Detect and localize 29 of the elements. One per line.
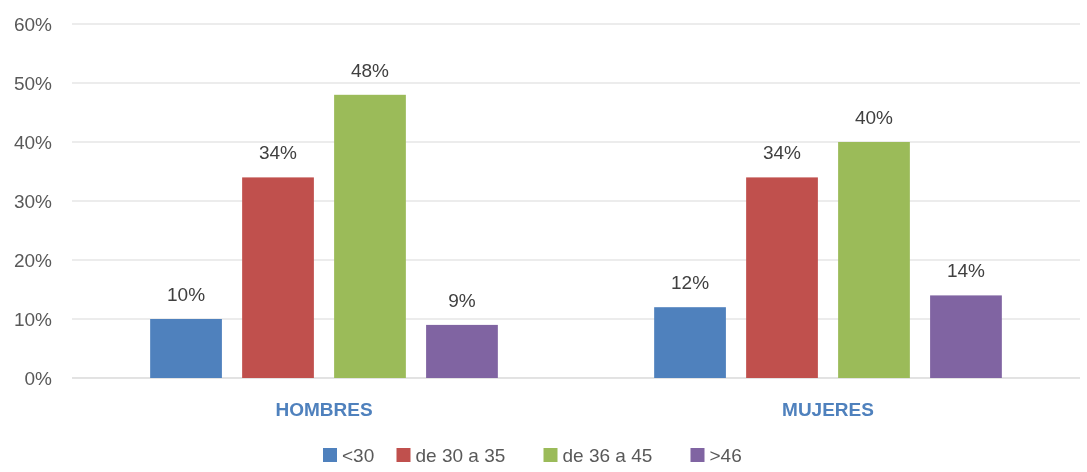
y-tick-label: 60% xyxy=(13,13,53,35)
data-label: 48% xyxy=(350,59,390,81)
y-tick-label: 50% xyxy=(13,72,53,94)
x-tick-label: HOMBRES xyxy=(275,399,373,420)
bar xyxy=(334,94,406,378)
data-label: 14% xyxy=(946,260,986,282)
y-tick-label: 0% xyxy=(24,367,53,389)
legend-label: de 30 a 35 xyxy=(415,445,506,466)
data-label: 40% xyxy=(854,107,894,128)
data-label: 34% xyxy=(762,142,802,164)
legend-label: >46 xyxy=(709,445,742,466)
legend-label: de 36 a 45 xyxy=(562,445,653,466)
y-tick-label: 20% xyxy=(13,249,53,271)
bar xyxy=(654,307,726,378)
y-tick-label: 30% xyxy=(13,190,53,212)
bar xyxy=(150,319,222,378)
data-label: 34% xyxy=(258,142,298,164)
bar xyxy=(746,177,818,378)
data-label: 9% xyxy=(448,289,476,311)
legend-label: <30 xyxy=(342,445,375,466)
y-tick-label: 40% xyxy=(13,131,53,153)
data-label: 12% xyxy=(671,272,710,294)
bar xyxy=(838,142,910,378)
data-label: 10% xyxy=(167,284,206,305)
y-tick-label: 10% xyxy=(13,308,53,330)
bar xyxy=(426,324,498,378)
bar xyxy=(242,177,314,378)
x-tick-label: MUJERES xyxy=(782,399,874,420)
bar xyxy=(930,295,1002,378)
